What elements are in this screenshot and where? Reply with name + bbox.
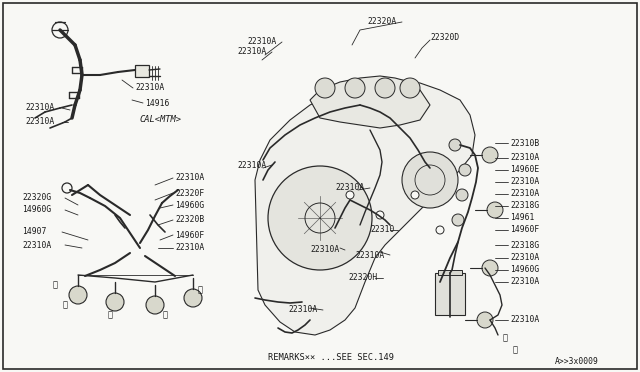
- Circle shape: [456, 189, 468, 201]
- Text: 22320B: 22320B: [175, 215, 204, 224]
- Text: 14960E: 14960E: [510, 166, 540, 174]
- Bar: [435, 273, 465, 315]
- Text: 22318G: 22318G: [510, 202, 540, 211]
- Polygon shape: [255, 80, 475, 335]
- Text: 22320D: 22320D: [430, 33, 460, 42]
- Circle shape: [402, 152, 458, 208]
- Text: 14960G: 14960G: [175, 201, 204, 209]
- Text: 22310A: 22310A: [25, 103, 54, 112]
- Text: 22310B: 22310B: [510, 138, 540, 148]
- Circle shape: [436, 226, 444, 234]
- Circle shape: [376, 211, 384, 219]
- Text: 22310A: 22310A: [135, 83, 164, 93]
- Text: 22320F: 22320F: [175, 189, 204, 198]
- Text: 14961: 14961: [510, 214, 534, 222]
- Circle shape: [449, 139, 461, 151]
- Circle shape: [184, 289, 202, 307]
- Text: 22310A: 22310A: [510, 278, 540, 286]
- Text: 14960G: 14960G: [510, 266, 540, 275]
- Text: 22310A: 22310A: [288, 305, 317, 314]
- Text: 14960G: 14960G: [22, 205, 51, 215]
- Text: 22310A: 22310A: [25, 118, 54, 126]
- Circle shape: [482, 260, 498, 276]
- Text: REMARKS×× ...SEE SEC.149: REMARKS×× ...SEE SEC.149: [268, 353, 394, 362]
- Bar: [135, 65, 149, 77]
- Text: A>>3x0009: A>>3x0009: [555, 357, 599, 366]
- Text: 22320A: 22320A: [367, 17, 396, 26]
- Text: 22318G: 22318G: [510, 241, 540, 250]
- Bar: [438, 270, 462, 275]
- Text: 22320H: 22320H: [348, 273, 377, 282]
- Text: 22310A: 22310A: [247, 38, 276, 46]
- Circle shape: [477, 312, 493, 328]
- Text: 22310A: 22310A: [510, 315, 540, 324]
- Circle shape: [346, 191, 354, 199]
- Text: 14916: 14916: [145, 99, 170, 108]
- Circle shape: [459, 164, 471, 176]
- Text: 14907: 14907: [22, 228, 46, 237]
- Text: 22310A: 22310A: [510, 189, 540, 199]
- Circle shape: [411, 191, 419, 199]
- Text: 22310A: 22310A: [237, 160, 266, 170]
- Circle shape: [315, 78, 335, 98]
- Text: 22310A: 22310A: [310, 246, 339, 254]
- Text: 22310A: 22310A: [175, 244, 204, 253]
- Text: ※: ※: [198, 285, 202, 295]
- Text: 22320G: 22320G: [22, 193, 51, 202]
- Text: 22310A: 22310A: [237, 48, 266, 57]
- Circle shape: [375, 78, 395, 98]
- Circle shape: [452, 214, 464, 226]
- Text: ※: ※: [108, 311, 113, 320]
- Text: 14960F: 14960F: [510, 225, 540, 234]
- Circle shape: [268, 166, 372, 270]
- Text: 22310A: 22310A: [510, 154, 540, 163]
- Text: ※: ※: [63, 301, 67, 310]
- Text: 22310A: 22310A: [355, 250, 384, 260]
- Circle shape: [106, 293, 124, 311]
- Polygon shape: [310, 76, 430, 128]
- Circle shape: [146, 296, 164, 314]
- Text: 22310A: 22310A: [22, 241, 51, 250]
- Text: 22310A: 22310A: [175, 173, 204, 183]
- Circle shape: [487, 202, 503, 218]
- Text: 22310A: 22310A: [510, 177, 540, 186]
- Text: CAL<MTM>: CAL<MTM>: [140, 115, 182, 125]
- Circle shape: [345, 78, 365, 98]
- Circle shape: [400, 78, 420, 98]
- Text: 22310A: 22310A: [510, 253, 540, 263]
- Text: ※: ※: [52, 280, 58, 289]
- Text: ※: ※: [163, 311, 168, 320]
- Text: 22310: 22310: [370, 225, 394, 234]
- Circle shape: [482, 147, 498, 163]
- Text: ※: ※: [513, 346, 518, 355]
- Text: 22310A: 22310A: [335, 183, 364, 192]
- Text: ※: ※: [502, 334, 508, 343]
- Text: 14960F: 14960F: [175, 231, 204, 240]
- Circle shape: [69, 286, 87, 304]
